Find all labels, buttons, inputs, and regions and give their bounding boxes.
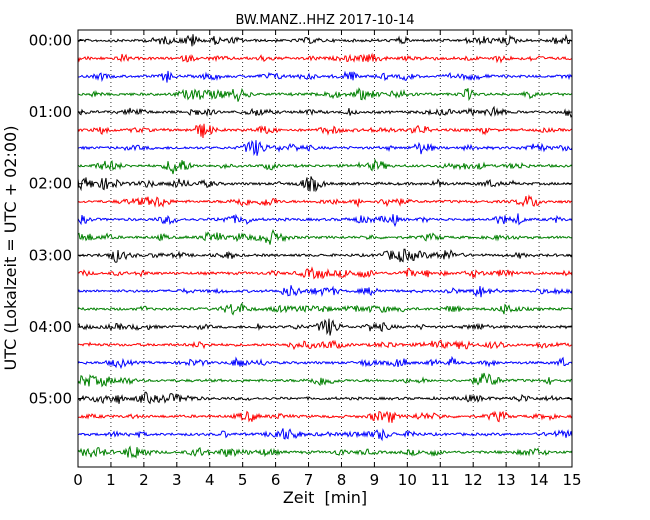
seismogram-trace — [77, 158, 573, 175]
chart-title: BW.MANZ..HHZ 2017-10-14 — [235, 13, 414, 28]
x-tick-label: 5 — [238, 471, 248, 489]
seismogram-trace — [77, 372, 573, 388]
x-tick-label: 3 — [172, 471, 182, 489]
seismogram-trace — [77, 428, 573, 442]
y-tick-label: 00:00 — [29, 32, 72, 50]
seismogram-trace — [77, 285, 573, 298]
seismogram-traces — [77, 33, 573, 459]
seismogram-trace — [77, 391, 573, 405]
x-axis-ticks: 0 1 2 3 4 5 6 7 8 9 10 11 12 13 14 15 — [73, 30, 582, 489]
seismogram-trace — [77, 339, 573, 351]
seismogram-trace — [77, 176, 573, 193]
seismogram-trace — [77, 229, 573, 245]
seismogram-trace — [77, 139, 573, 156]
seismogram-trace — [77, 266, 573, 280]
x-tick-label: 14 — [530, 471, 549, 489]
x-tick-label: 2 — [139, 471, 149, 489]
y-tick-label: 02:00 — [29, 175, 72, 193]
seismogram-trace — [77, 302, 573, 316]
seismogram-trace — [77, 70, 573, 83]
seismogram-trace — [77, 248, 573, 263]
y-axis-label: UTC (Lokalzeit = UTC + 02:00) — [1, 126, 20, 371]
plot-frame — [77, 29, 573, 468]
seismogram-trace — [77, 33, 573, 47]
x-tick-label: 0 — [73, 471, 83, 489]
x-tick-label: 9 — [370, 471, 380, 489]
x-axis-label: Zeit [min] — [283, 488, 367, 507]
grid-lines — [110, 30, 540, 467]
seismogram-trace — [77, 52, 573, 64]
y-tick-label: 04:00 — [29, 318, 72, 336]
y-tick-label: 01:00 — [29, 103, 72, 121]
x-tick-label: 7 — [304, 471, 314, 489]
seismogram-trace — [77, 123, 573, 139]
y-axis-ticks: 00:00 01:00 02:00 03:00 04:00 05:00 — [29, 32, 572, 408]
y-tick-label: 05:00 — [29, 390, 72, 408]
x-tick-label: 6 — [271, 471, 281, 489]
x-tick-label: 10 — [398, 471, 417, 489]
x-tick-label: 13 — [497, 471, 516, 489]
seismogram-trace — [77, 318, 573, 336]
x-tick-label: 4 — [205, 471, 215, 489]
seismogram-trace — [77, 213, 573, 228]
x-tick-label: 15 — [562, 471, 581, 489]
y-tick-label: 03:00 — [29, 246, 72, 264]
x-tick-label: 12 — [464, 471, 483, 489]
x-tick-label: 1 — [106, 471, 116, 489]
seismogram-trace — [77, 194, 573, 208]
x-tick-label: 8 — [337, 471, 347, 489]
seismogram-trace — [77, 355, 573, 370]
seismogram-trace — [77, 105, 573, 118]
seismogram-trace — [77, 410, 573, 423]
seismogram-trace — [77, 87, 573, 102]
x-tick-label: 11 — [431, 471, 450, 489]
seismogram-trace — [77, 445, 573, 459]
